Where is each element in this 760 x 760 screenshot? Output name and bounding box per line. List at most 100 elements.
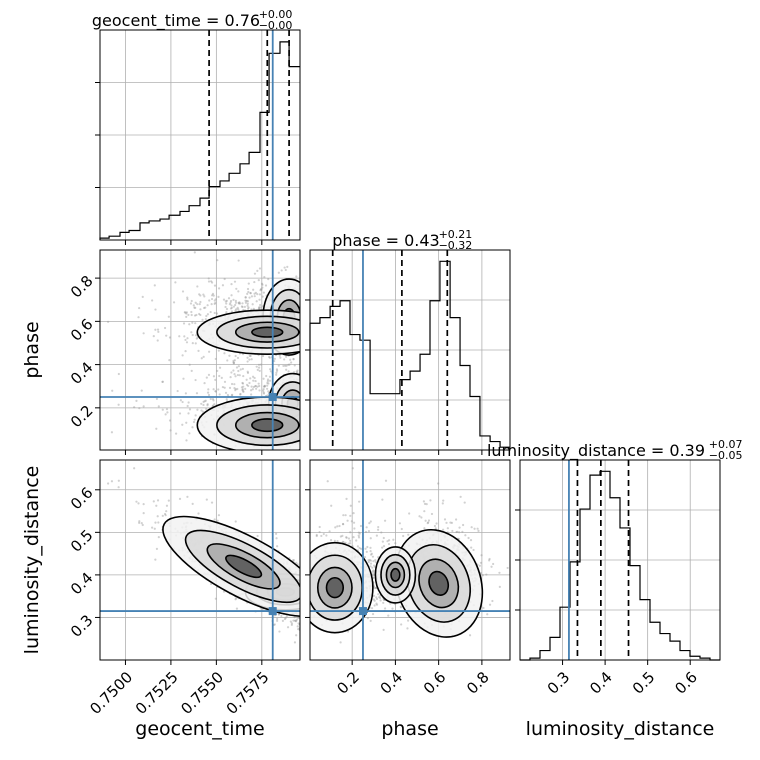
sample-point (226, 359, 229, 362)
sample-point (370, 552, 373, 555)
sample-point (406, 627, 409, 630)
panel-frame (309, 459, 511, 661)
sample-point (282, 364, 285, 367)
sample-point (142, 512, 145, 515)
sample-point (315, 534, 318, 538)
sample-point (278, 630, 281, 633)
sample-point (280, 269, 283, 272)
sample-point (369, 565, 372, 568)
sample-point (230, 306, 233, 309)
title-luminosity_distance: luminosity_distance = 0.39 +0.07−0.05 (487, 438, 743, 462)
sample-point (260, 288, 263, 291)
sample-point (210, 297, 214, 301)
sample-point (248, 358, 251, 361)
sample-point (168, 336, 172, 339)
sample-point (449, 521, 452, 524)
panel-content (106, 251, 300, 450)
sample-point (209, 310, 212, 314)
sample-point (371, 612, 375, 616)
sample-point (237, 302, 241, 305)
sample-point (232, 361, 235, 364)
sample-point (382, 601, 385, 604)
sample-point (367, 560, 370, 564)
x-axis-label: geocent_time (135, 718, 264, 740)
sample-point (273, 357, 276, 360)
sample-point (168, 419, 172, 422)
sample-point (155, 504, 158, 507)
sample-point (202, 400, 205, 403)
sample-point (209, 397, 212, 401)
sample-point (342, 523, 345, 526)
sample-point (197, 512, 200, 515)
sample-point (247, 306, 250, 309)
sample-point (296, 625, 299, 628)
sample-point (264, 284, 268, 287)
sample-point (394, 542, 397, 545)
sample-point (257, 306, 261, 310)
sample-point (211, 397, 215, 401)
sample-point (297, 627, 300, 631)
sample-point (237, 365, 240, 368)
sample-point (179, 399, 182, 402)
sample-point (204, 306, 207, 309)
sample-point (347, 537, 351, 540)
sample-point (117, 479, 120, 482)
sample-point (192, 304, 195, 307)
sample-point (376, 528, 380, 531)
sample-point (341, 522, 345, 526)
sample-point (246, 292, 249, 295)
sample-point (225, 398, 228, 401)
sample-point (333, 539, 336, 542)
sample-point (402, 534, 405, 538)
sample-point (268, 379, 272, 382)
sample-point (244, 299, 247, 302)
sample-point (178, 412, 182, 415)
sample-point (190, 313, 193, 317)
contour-line (385, 561, 406, 589)
sample-point (247, 282, 250, 285)
title-upper-error: +0.21 (439, 228, 473, 241)
sample-point (266, 394, 269, 397)
sample-point (181, 400, 184, 404)
density-level (326, 577, 344, 598)
panel-content (310, 467, 509, 644)
sample-point (261, 286, 264, 289)
sample-point (251, 303, 254, 306)
sample-point (248, 296, 251, 299)
sample-point (265, 374, 268, 378)
sample-point (106, 320, 110, 323)
sample-point (276, 545, 279, 548)
sample-point (234, 299, 237, 302)
sample-point (232, 362, 235, 365)
x-axis-label: luminosity_distance (526, 718, 715, 740)
sample-point (295, 275, 298, 278)
sample-point (236, 306, 239, 309)
sample-point (206, 304, 209, 307)
sample-point (346, 519, 349, 522)
sample-point (268, 355, 271, 359)
sample-point (217, 388, 220, 391)
sample-point (293, 641, 297, 644)
sample-point (165, 334, 168, 337)
sample-point (223, 352, 226, 355)
sample-point (255, 387, 258, 390)
sample-point (258, 293, 262, 296)
sample-point (490, 565, 493, 568)
sample-point (369, 520, 372, 523)
sample-point (181, 423, 184, 426)
sample-point (351, 467, 354, 470)
sample-point (473, 527, 476, 530)
panel-frame (99, 249, 301, 451)
sample-point (196, 408, 199, 411)
sample-point (492, 562, 495, 566)
sample-point (256, 269, 259, 272)
sample-point (259, 289, 262, 292)
sample-point (262, 389, 265, 392)
contour-line (216, 315, 300, 349)
sample-point (246, 302, 249, 305)
sample-point (266, 378, 270, 381)
sample-point (369, 537, 372, 540)
panel-content (106, 467, 300, 644)
sample-point (392, 538, 395, 541)
sample-point (459, 495, 462, 498)
